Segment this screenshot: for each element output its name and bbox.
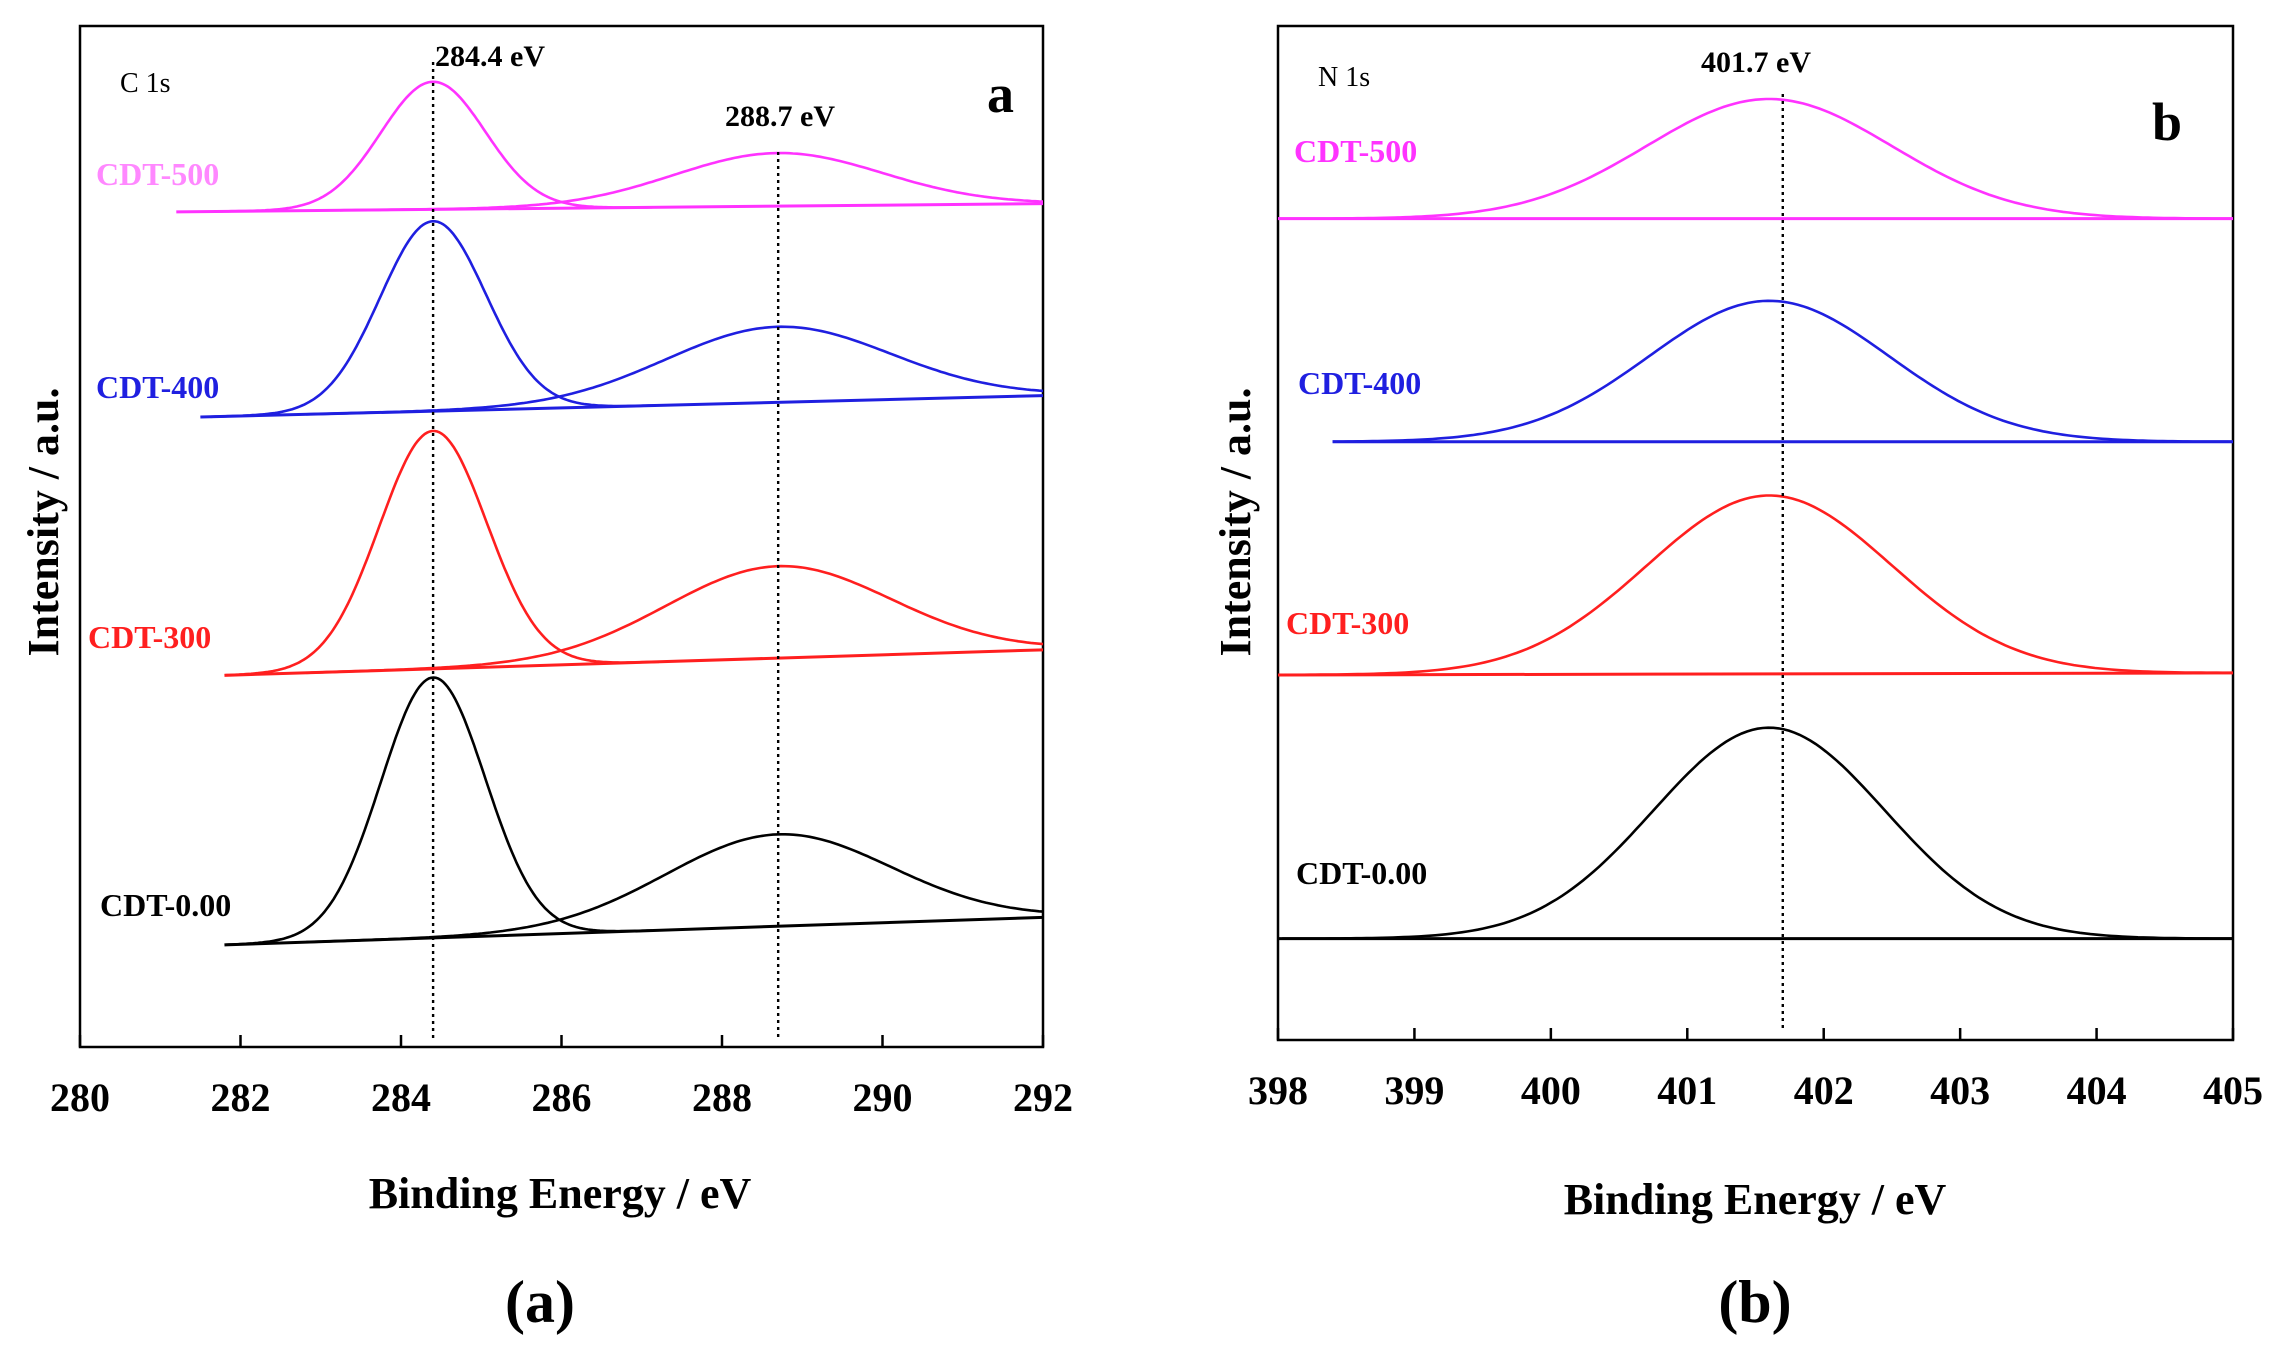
x-axis-label: Binding Energy / eV <box>369 1169 752 1218</box>
peak-curve <box>224 429 659 677</box>
x-tick-label: 400 <box>1521 1068 1581 1113</box>
x-tick-label: 402 <box>1794 1068 1854 1113</box>
series-label: CDT-0.00 <box>1296 855 1427 891</box>
series-label: CDT-500 <box>1294 133 1417 169</box>
series-label: CDT-300 <box>88 619 211 655</box>
x-axis-label: Binding Energy / eV <box>1564 1175 1947 1224</box>
x-tick-label: 403 <box>1930 1068 1990 1113</box>
peak-curve <box>306 325 1044 416</box>
series-label: CDT-400 <box>96 369 219 405</box>
x-tick-label: 282 <box>211 1075 271 1120</box>
series-cdt-0-00: CDT-0.00 <box>100 676 1044 947</box>
series-cdt-0-00: CDT-0.00 <box>1278 726 2233 941</box>
peak-label: 401.7 eV <box>1701 46 1811 79</box>
series-cdt-500: CDT-500 <box>1278 97 2234 221</box>
y-axis-label: Intensity / a.u. <box>19 388 68 657</box>
panel-letter: a <box>987 64 1014 124</box>
x-tick-label: 292 <box>1013 1075 1073 1120</box>
x-tick-label: 290 <box>853 1075 913 1120</box>
x-tick-label: 399 <box>1384 1068 1444 1113</box>
peak-curve <box>306 564 1044 675</box>
x-tick-label: 405 <box>2203 1068 2263 1113</box>
peak-curve <box>1332 299 2234 443</box>
series-cdt-300: CDT-300 <box>1277 494 2234 677</box>
panel-b: 398 399 400 401 402 403 404 405 CDT-500 CDT-400 CD… <box>1211 24 2263 1335</box>
x-tick-label: 398 <box>1248 1068 1308 1113</box>
panel-caption: (a) <box>505 1269 575 1335</box>
peak-curve <box>1282 726 2233 940</box>
series-cdt-300: CDT-300 <box>88 429 1044 677</box>
peak-curve <box>214 80 653 213</box>
series-baseline <box>1277 671 2234 677</box>
peak-label: 284.4 eV <box>435 40 545 73</box>
x-tick-label: 401 <box>1657 1068 1717 1113</box>
peak-curve <box>224 676 653 947</box>
peak-label: 288.7 eV <box>725 100 835 133</box>
y-axis-label: Intensity / a.u. <box>1211 388 1260 657</box>
panel-title: C 1s <box>120 68 171 99</box>
series-label: CDT-300 <box>1286 605 1409 641</box>
panel-a: 280 282 284 286 288 290 292 CDT-500 CDT-400 CDT-3… <box>19 24 1073 1335</box>
panel-caption: (b) <box>1718 1269 1791 1335</box>
series-label: CDT-400 <box>1298 365 1421 401</box>
peak-curve <box>1278 97 2234 220</box>
peak-curve <box>1278 494 2233 677</box>
series-cdt-400: CDT-400 <box>1298 299 2234 444</box>
series-cdt-500: CDT-500 <box>96 80 1044 214</box>
plot-frame <box>1276 24 2235 1042</box>
x-tick-label: 280 <box>50 1075 110 1120</box>
panel-letter: b <box>2152 92 2182 152</box>
x-tick-label: 286 <box>532 1075 592 1120</box>
peak-curve <box>339 151 1044 212</box>
x-tick-label: 288 <box>692 1075 752 1120</box>
series-label: CDT-0.00 <box>100 887 231 923</box>
panel-title: N 1s <box>1318 62 1370 93</box>
series-cdt-400: CDT-400 <box>96 219 1044 419</box>
peak-curve <box>210 219 656 419</box>
series-label: CDT-500 <box>96 156 219 192</box>
x-tick-label: 284 <box>371 1075 431 1120</box>
x-tick-label: 404 <box>2067 1068 2127 1113</box>
peak-curve <box>306 833 1044 944</box>
